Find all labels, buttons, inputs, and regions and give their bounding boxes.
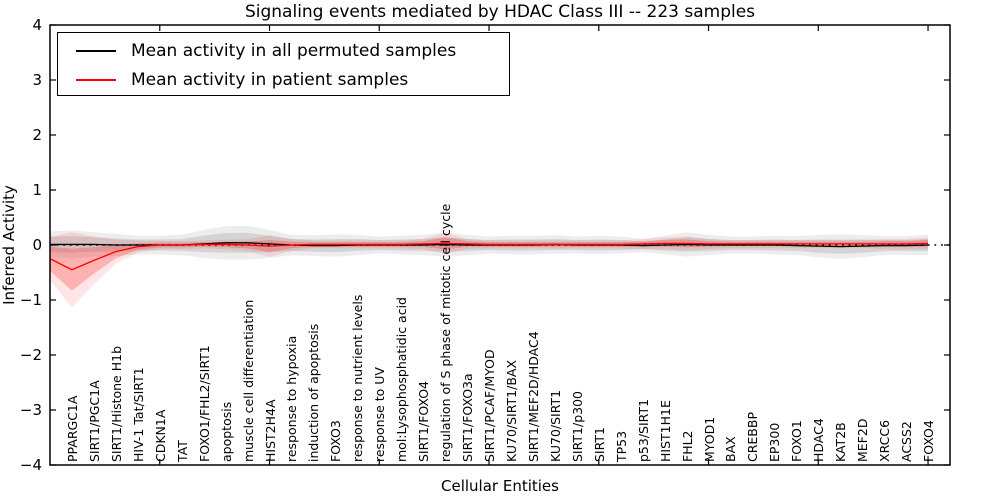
x-tick-label: SIRT1/FOXO4 [416, 381, 432, 462]
legend-black-line-icon [76, 49, 116, 52]
x-tick-label: SIRT1/PGC1A [86, 380, 102, 462]
y-tick-label: 1 [32, 181, 42, 199]
plot-series [50, 225, 950, 308]
x-tick-label: muscle cell differentiation [240, 299, 256, 462]
x-tick-label: KU70/SIRT1/BAX [503, 359, 519, 462]
y-tick-label: −2 [19, 346, 42, 364]
x-tick-label: CREBBP [745, 412, 761, 462]
y-tick-label: −1 [19, 291, 42, 309]
x-tick-label: SIRT1/FOXO3a [460, 373, 476, 462]
x-tick-label: SIRT1 [591, 427, 607, 462]
legend-label-permuted: Mean activity in all permuted samples [131, 40, 457, 61]
x-tick-label: TP53 [613, 430, 629, 462]
x-tick-label: HDAC4 [811, 418, 827, 462]
y-tick-label: −4 [19, 456, 42, 474]
x-tick-label: CDKN1A [152, 409, 168, 462]
legend-item-patient: Mean activity in patient samples [58, 65, 509, 94]
y-tick-label: 0 [32, 236, 42, 254]
x-tick-label: FOXO4 [921, 420, 937, 462]
y-tick-label: 4 [32, 16, 42, 34]
y-tick-label: 2 [32, 126, 42, 144]
legend-red-line-icon [76, 78, 116, 81]
y-tick-label: −3 [19, 401, 42, 419]
x-tick-label: FOXO1 [789, 420, 805, 462]
x-tick-label: response to nutrient levels [350, 294, 366, 462]
x-tick-label: MEF2D [855, 418, 871, 462]
x-tick-label: induction of apoptosis [306, 323, 322, 462]
legend-item-permuted: Mean activity in all permuted samples [58, 36, 509, 65]
legend: Mean activity in all permuted samples Me… [57, 32, 510, 96]
chart-title: Signaling events mediated by HDAC Class … [244, 2, 756, 22]
x-tick-label: SIRT1/MEF2D/HDAC4 [525, 331, 541, 462]
legend-label-patient: Mean activity in patient samples [131, 69, 409, 90]
x-tick-label: HIST2H4A [262, 399, 278, 462]
x-tick-label: SIRT1/PCAF/MYOD [482, 349, 498, 462]
y-axis-label: Inferred Activity [0, 185, 19, 305]
x-tick-label: response to UV [372, 367, 388, 462]
x-tick-label: KAT2B [833, 422, 849, 462]
x-tick-label: mol:Lysophosphatidic acid [394, 297, 410, 462]
x-tick-label: XRCC6 [877, 419, 893, 462]
x-tick-label: FHL2 [679, 430, 695, 462]
x-tick-label: SIRT1/p300 [569, 391, 585, 462]
x-tick-label: HIV-1 Tat/SIRT1 [130, 367, 146, 462]
x-tick-label: EP300 [767, 422, 783, 462]
x-tick-label: p53/SIRT1 [635, 398, 651, 462]
x-tick-label: SIRT1/Histone H1b [108, 345, 124, 462]
x-tick-label: PPARGC1A [64, 395, 80, 462]
x-tick-label: response to hypoxia [284, 335, 300, 462]
x-tick-label: regulation of S phase of mitotic cell cy… [438, 203, 454, 462]
patient-band-outer [50, 232, 929, 308]
x-tick-label: FOXO3 [328, 420, 344, 462]
x-tick-label: ACSS2 [899, 421, 915, 462]
x-tick-label: TAT [174, 440, 190, 462]
plot-frame [49, 24, 951, 466]
x-tick-label: apoptosis [218, 401, 234, 462]
x-tick-label: FOXO1/FHL2/SIRT1 [196, 345, 212, 462]
y-tick-label: 3 [32, 71, 42, 89]
x-tick-label: HIST1H1E [657, 400, 673, 462]
x-tick-label: BAX [723, 436, 739, 462]
permuted-band-outer [50, 225, 929, 260]
x-tick-label: KU70/SIRT1 [547, 389, 563, 462]
x-axis-label: Cellular Entities [441, 477, 559, 495]
permuted-band [50, 232, 929, 254]
x-tick-label: MYOD1 [701, 416, 717, 462]
patient-mean-line [50, 242, 929, 271]
patient-band [50, 237, 929, 291]
